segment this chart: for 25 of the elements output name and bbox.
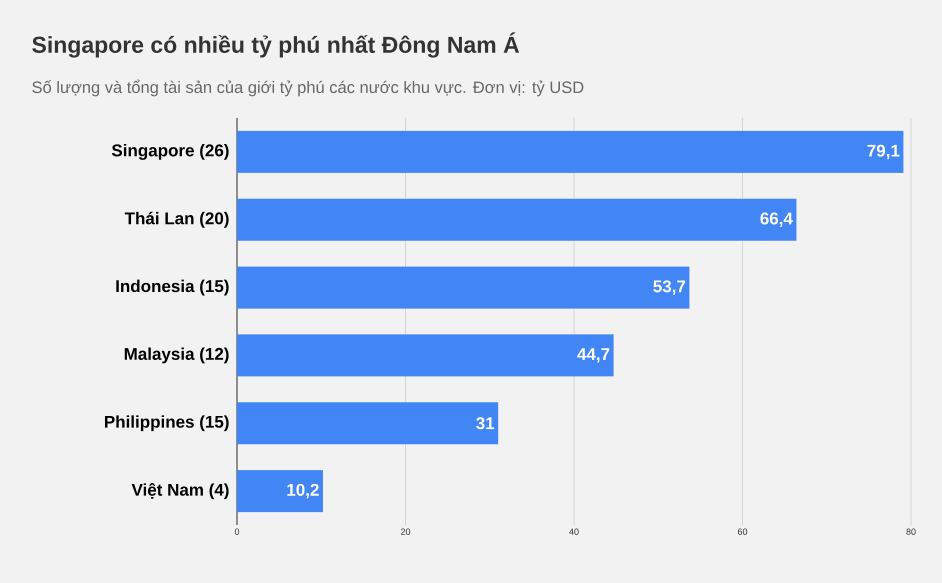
y-tick-label: Thái Lan (20) <box>124 212 229 228</box>
bar <box>237 130 904 173</box>
x-tick-label: 40 <box>569 528 579 535</box>
y-tick-label: Philippines (15) <box>104 415 229 432</box>
data-label: 31 <box>476 417 494 430</box>
x-tick-label: 80 <box>906 528 916 535</box>
y-tick-label: Việt Nam (4) <box>132 482 229 500</box>
x-tick-label: 60 <box>738 528 748 535</box>
x-tick-label: 20 <box>400 528 410 535</box>
y-tick-label: Singapore (26) <box>112 144 229 160</box>
data-label: 44,7 <box>577 348 610 363</box>
data-label: 79,1 <box>868 144 900 160</box>
bar <box>237 266 690 309</box>
bar <box>237 334 614 376</box>
y-tick-label: Malaysia (12) <box>124 347 229 364</box>
bar <box>237 470 323 512</box>
data-label: 10,2 <box>287 484 319 498</box>
bar <box>237 402 498 444</box>
chart-title: Singapore có nhiều tỷ phú nhất Đông Nam Á <box>32 32 520 58</box>
y-tick-label: Indonesia (15) <box>116 280 229 296</box>
data-label: 66,4 <box>760 212 793 227</box>
bar <box>237 198 796 241</box>
x-tick-label: 0 <box>234 528 240 535</box>
data-label: 53,7 <box>653 280 686 295</box>
chart-subtitle: Số lượng và tổng tài sản của giới tỷ phú các nước khu vực. Đơn vị: tỷ USD <box>32 80 584 96</box>
